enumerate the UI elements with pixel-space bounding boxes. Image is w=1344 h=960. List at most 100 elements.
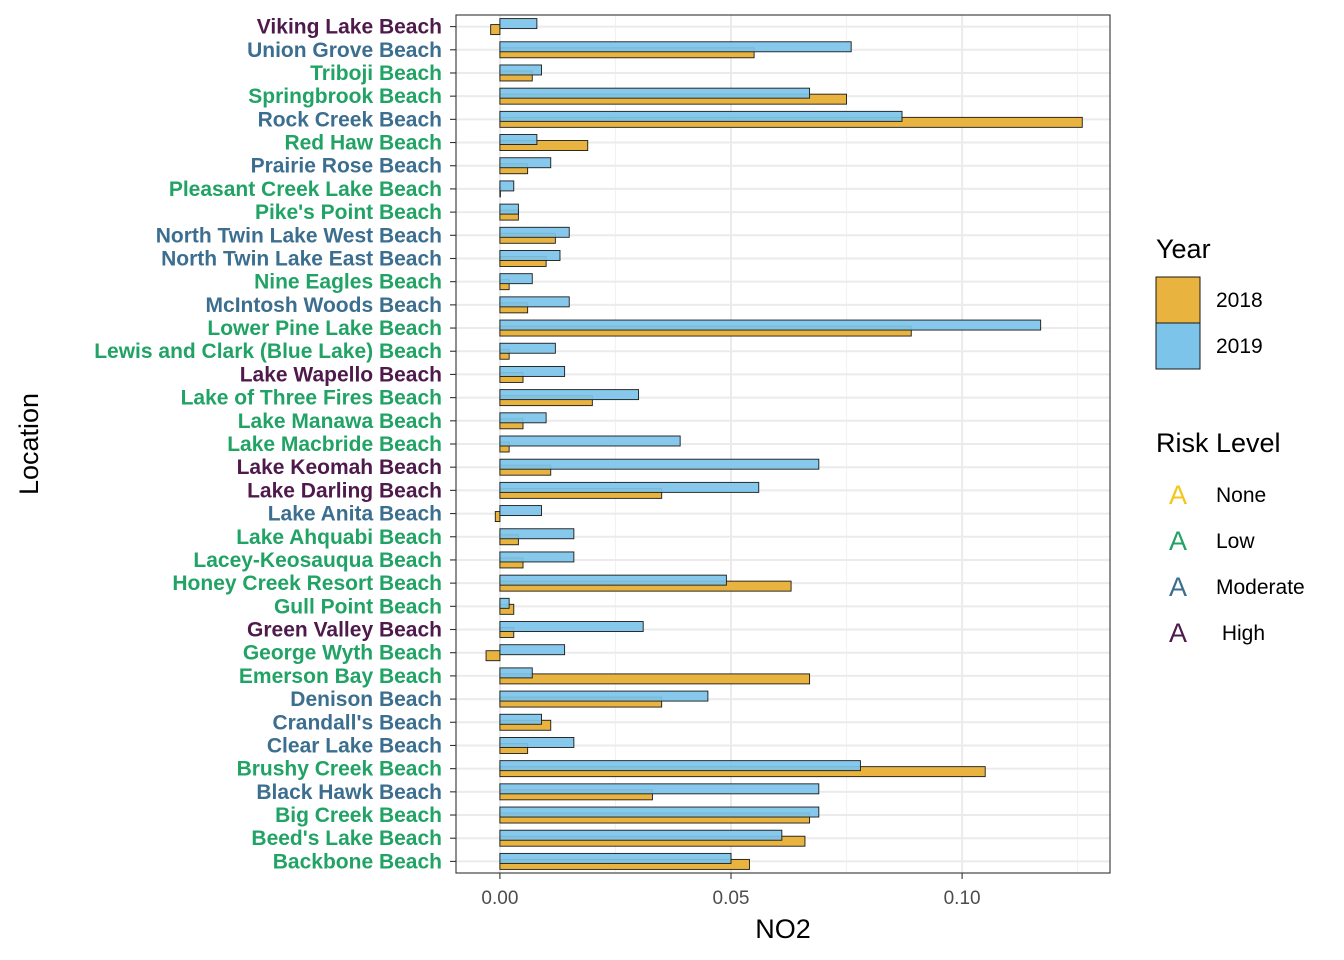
legend-risk: Risk Level A None A Low A Moderate A High <box>1156 428 1305 648</box>
bar-2018 <box>494 511 501 523</box>
bar-2019 <box>499 342 556 354</box>
bar-2019 <box>499 296 570 308</box>
bar-2019 <box>499 87 811 99</box>
x-tick-label: 0.00 <box>481 888 518 909</box>
legend-year-key <box>1155 322 1201 370</box>
y-tick-label: Lake Manawa Beach <box>238 410 442 433</box>
y-tick-label: Prairie Rose Beach <box>251 155 442 178</box>
legend-risk-label: Low <box>1216 530 1255 553</box>
y-tick-label: Pike's Point Beach <box>255 201 442 224</box>
y-tick-label: Lake Macbride Beach <box>227 433 442 456</box>
legend-year: Year 2018 2019 <box>1155 234 1263 370</box>
y-tick-label: Gull Point Beach <box>274 595 442 618</box>
bar-2019 <box>499 829 783 841</box>
y-tick-label: Denison Beach <box>290 688 442 711</box>
bar-2019 <box>499 389 640 401</box>
x-tick-label: 0.05 <box>713 888 750 909</box>
legend-year-key <box>1155 276 1201 324</box>
bar-2019 <box>499 667 533 679</box>
bar-2018 <box>499 673 811 685</box>
y-tick-label: Crandall's Beach <box>272 711 442 734</box>
bar-2019 <box>499 574 727 586</box>
y-tick-label: Lewis and Clark (Blue Lake) Beach <box>94 340 442 363</box>
bar-2019 <box>499 528 575 540</box>
bar-2019 <box>499 365 566 377</box>
y-tick-label: Triboji Beach <box>310 62 442 85</box>
y-tick-label: Clear Lake Beach <box>267 734 442 757</box>
legend-risk-label: High <box>1216 622 1265 645</box>
bars <box>485 18 1083 870</box>
y-tick-label: Union Grove Beach <box>247 39 442 62</box>
bar-2019 <box>499 41 852 53</box>
legend-risk-key: A <box>1169 572 1187 602</box>
x-axis-title: NO2 <box>755 914 811 944</box>
y-tick-label: McIntosh Woods Beach <box>206 294 442 317</box>
y-tick-label: Rock Creek Beach <box>258 108 442 131</box>
y-tick-label: Backbone Beach <box>273 850 442 873</box>
y-tick-label: Lake of Three Fires Beach <box>181 387 442 410</box>
bar-2019 <box>499 806 820 818</box>
y-tick-label: North Twin Lake East Beach <box>161 247 442 270</box>
bar-2019 <box>499 435 681 447</box>
y-tick-label: Black Hawk Beach <box>256 781 442 804</box>
y-tick-label: Lake Wapello Beach <box>240 363 442 386</box>
bar-2019 <box>499 110 903 122</box>
bar-2019 <box>499 737 575 748</box>
y-tick-label: Brushy Creek Beach <box>237 758 442 781</box>
legend-risk-key: A <box>1169 618 1187 648</box>
bar-2019 <box>499 18 538 30</box>
legend-year-label: 2018 <box>1216 289 1263 312</box>
legend-year-title: Year <box>1156 234 1211 264</box>
y-tick-label: Honey Creek Resort Beach <box>172 572 442 595</box>
bar-2019 <box>499 644 566 656</box>
bar-2019 <box>499 226 570 238</box>
y-tick-label: Lake Ahquabi Beach <box>236 526 442 549</box>
bar-2018 <box>490 24 501 36</box>
bar-2019 <box>499 481 760 493</box>
bar-2019 <box>499 551 575 563</box>
y-tick-label: Green Valley Beach <box>247 619 442 642</box>
y-tick-label: Lower Pine Lake Beach <box>207 317 442 340</box>
y-tick-label: Beed's Lake Beach <box>251 827 442 850</box>
y-tick-label: Lake Anita Beach <box>268 503 442 526</box>
legend-risk-key: A <box>1169 526 1187 556</box>
legend-risk-label: None <box>1216 484 1266 507</box>
x-axis: 0.00 0.05 0.10 <box>481 873 981 909</box>
y-tick-label: Red Haw Beach <box>284 132 442 155</box>
y-tick-label: Lacey-Keosauqua Beach <box>193 549 442 572</box>
bar-2019 <box>499 203 519 215</box>
y-tick-label: Nine Eagles Beach <box>254 271 442 294</box>
bar-2018 <box>485 650 501 662</box>
bar-2019 <box>499 852 732 864</box>
bar-2019 <box>499 412 547 424</box>
bar-2019 <box>499 458 820 470</box>
bar-2019 <box>499 760 861 772</box>
bar-2019 <box>499 157 552 169</box>
legend-risk-title: Risk Level <box>1156 428 1281 458</box>
bar-2019 <box>499 621 644 632</box>
y-axis-title: Location <box>14 393 44 495</box>
legend-year-label: 2019 <box>1216 335 1263 358</box>
bar-2019 <box>499 134 538 145</box>
bar-2019 <box>499 319 1042 331</box>
x-tick-label: 0.10 <box>944 888 981 909</box>
bar-2019 <box>499 783 820 795</box>
bar-2019 <box>499 180 515 192</box>
y-tick-label: Big Creek Beach <box>275 804 442 827</box>
legend-risk-key: A <box>1169 480 1187 510</box>
bar-2019 <box>499 597 510 609</box>
y-tick-label: Lake Keomah Beach <box>237 456 442 479</box>
bar-2019 <box>499 690 709 702</box>
y-tick-label: Lake Darling Beach <box>247 479 442 502</box>
bar-2019 <box>499 64 542 76</box>
y-tick-label: Emerson Bay Beach <box>239 665 442 688</box>
y-tick-label: Pleasant Creek Lake Beach <box>169 178 442 201</box>
bar-2019 <box>499 713 542 725</box>
legend-risk-label: Moderate <box>1216 576 1305 599</box>
y-tick-label: Springbrook Beach <box>248 85 442 108</box>
y-tick-label: Viking Lake Beach <box>257 16 442 39</box>
y-tick-label: George Wyth Beach <box>243 642 442 665</box>
